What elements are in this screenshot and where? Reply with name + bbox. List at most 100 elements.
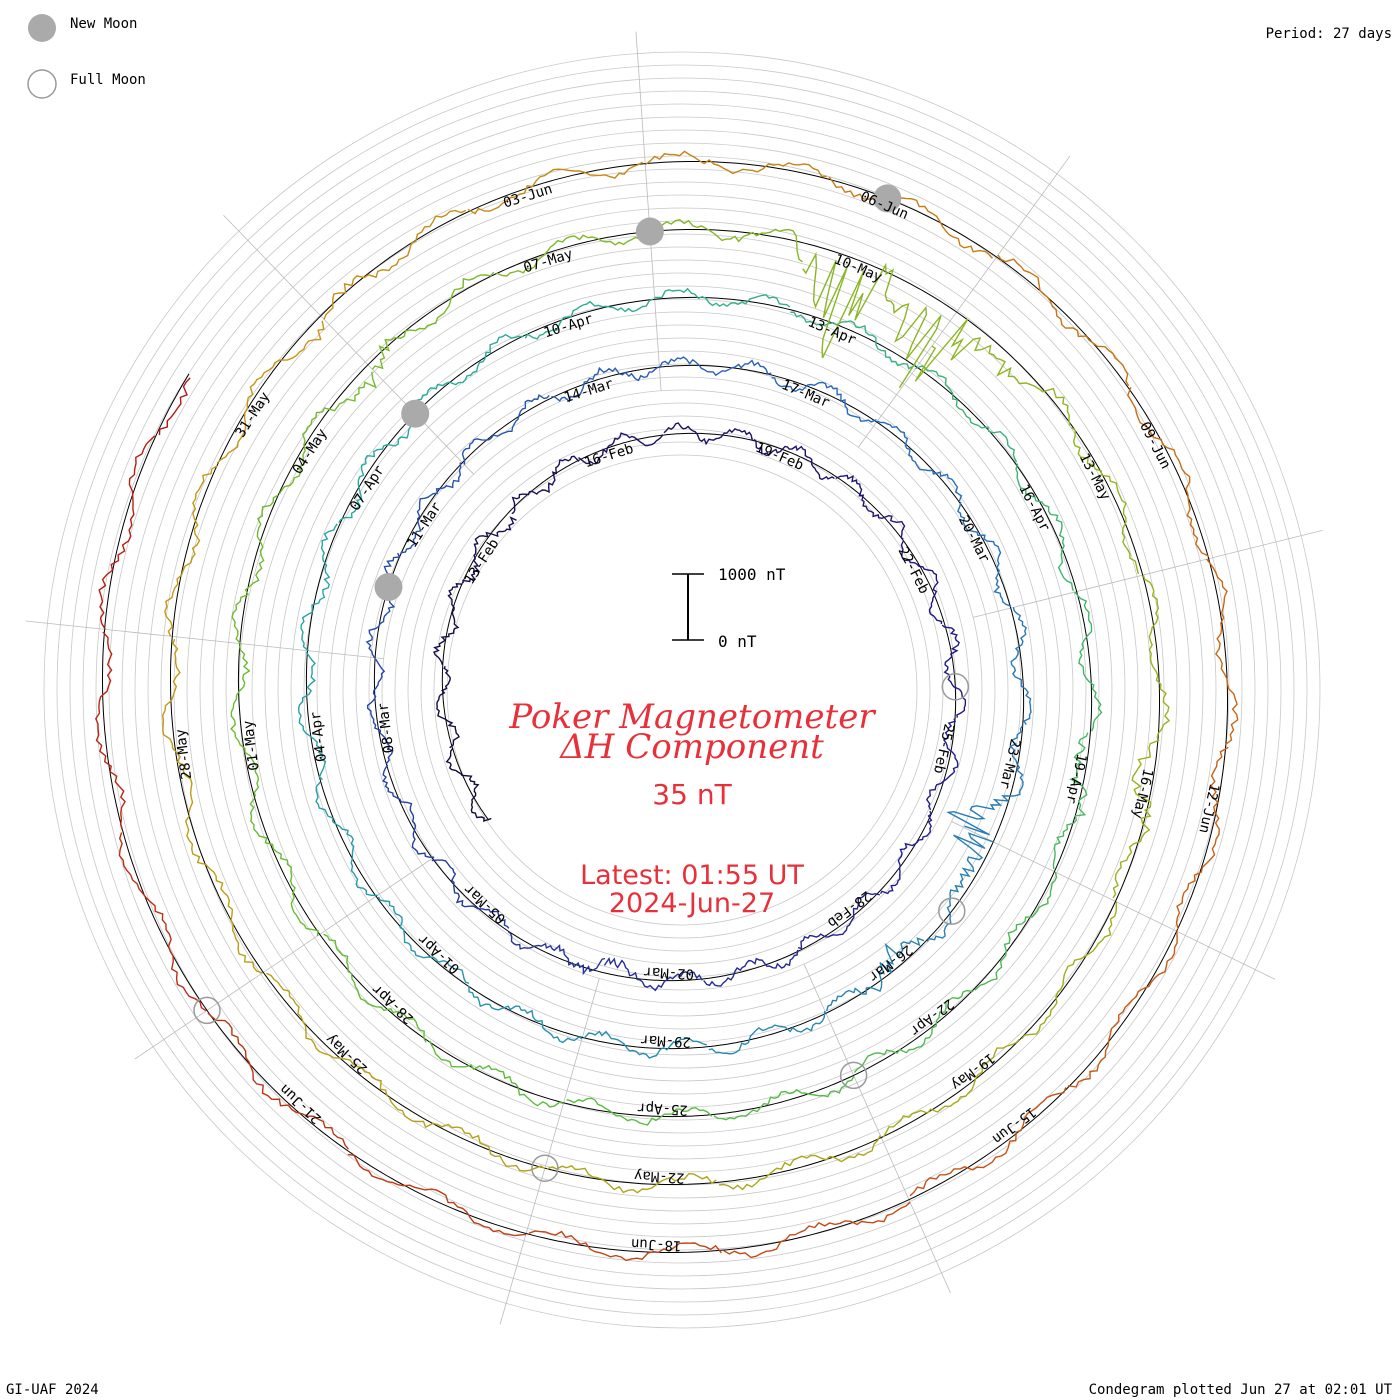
new-moon-marker: [873, 184, 902, 213]
footer-right: Condegram plotted Jun 27 at 02:01 UT: [1089, 1382, 1393, 1398]
dh-trace-segment: [900, 540, 943, 625]
grid-ring: [407, 415, 957, 965]
date-tick-label: 25-Apr: [637, 1099, 688, 1117]
dh-trace-segment: [266, 972, 388, 1097]
scale-bar-top-label: 1000 nT: [718, 565, 786, 584]
dh-trace-segment: [723, 1201, 911, 1259]
dh-trace-segment: [925, 718, 959, 811]
dh-trace-segment: [1074, 591, 1103, 732]
dh-trace-segment: [347, 1153, 526, 1237]
dh-trace-segment: [507, 931, 606, 976]
dh-trace-segment: [1015, 463, 1074, 591]
dh-trace-segment: [428, 1040, 564, 1108]
dh-trace-segment: [658, 356, 772, 377]
grid-ring: [446, 454, 918, 926]
dh-trace-segment: [1175, 746, 1229, 930]
date-tick-label: 20-Mar: [955, 513, 992, 565]
new-moon-marker: [401, 399, 430, 428]
dh-trace-segment: [338, 416, 417, 523]
dh-trace-segment: [1010, 607, 1032, 725]
dh-trace-segment: [278, 371, 377, 495]
dh-trace-segment: [546, 1164, 717, 1194]
dh-trace-segment: [835, 474, 906, 540]
grid-ring: [108, 116, 1256, 1264]
grid-ring: [121, 129, 1243, 1251]
full-moon-legend-label: Full Moon: [70, 72, 146, 88]
grid-ring: [43, 51, 1321, 1329]
grid-ring: [56, 64, 1308, 1316]
new-moon-legend-icon: [28, 14, 56, 42]
dh-trace-segment: [853, 989, 974, 1073]
trace-layer: [95, 150, 1239, 1262]
date-tick-label: 25-May: [323, 1031, 371, 1077]
grid-ring: [186, 194, 1178, 1186]
full-moon-marker: [938, 897, 966, 925]
grid-ring: [82, 90, 1282, 1290]
dh-trace-segment: [365, 552, 401, 659]
dh-trace-segment: [323, 933, 427, 1043]
date-tick-label: 16-May: [1129, 767, 1156, 820]
dh-trace-segment: [797, 892, 880, 950]
grid-ring: [433, 441, 931, 939]
dh-trace-segment: [915, 365, 1018, 463]
dh-trace-segment: [713, 1075, 855, 1121]
grid-ring: [342, 350, 1022, 1030]
dh-trace-segment: [461, 393, 550, 465]
dh-trace-segment: [377, 896, 470, 984]
scale-value: 35 nT: [652, 778, 732, 811]
dh-trace-segment: [753, 439, 835, 481]
dh-trace-segment: [300, 523, 338, 652]
dh-trace-segment: [708, 1010, 826, 1055]
dh-trace-segment: [802, 251, 942, 389]
dh-trace-segment: [703, 949, 799, 987]
latest-time: Latest: 01:55 UT: [580, 860, 804, 891]
dh-trace-segment: [1127, 386, 1210, 557]
dh-trace-segment: [118, 832, 207, 1012]
dh-trace-segment: [909, 1087, 1067, 1197]
grid-ring: [225, 233, 1139, 1147]
grid-ring: [199, 207, 1165, 1173]
date-tick-label: 04-Apr: [308, 711, 330, 763]
dh-trace-segment: [496, 232, 649, 277]
grid-ring: [69, 77, 1295, 1303]
date-tick-label: 28-Feb: [824, 887, 874, 930]
grid-spoke: [951, 821, 1276, 980]
date-tick-label: 02-Mar: [643, 963, 694, 981]
dh-trace-segment: [249, 798, 319, 936]
dh-trace-segment: [877, 420, 963, 502]
dh-trace-segment: [914, 318, 1071, 426]
grid-ring: [290, 298, 1074, 1082]
dh-trace-segment: [828, 176, 994, 259]
dh-trace-segment: [826, 937, 925, 1012]
full-moon-marker: [941, 673, 970, 701]
full-moon-legend-icon: [27, 69, 57, 99]
grid-ring: [95, 103, 1269, 1277]
grid-spoke: [635, 31, 662, 391]
dh-trace-segment: [467, 161, 643, 215]
dh-trace-segment: [566, 1097, 713, 1126]
chart-title-line2: ΔH Component: [558, 727, 824, 767]
dh-trace-segment: [997, 254, 1130, 387]
grid-ring: [316, 324, 1048, 1056]
baseline-spiral: [102, 161, 1228, 1253]
grid-ring: [355, 363, 1009, 1017]
dh-trace-segment: [382, 764, 435, 858]
date-tick-label: 16-Apr: [1015, 482, 1052, 534]
dh-trace-segment: [1142, 574, 1171, 738]
date-tick-label: 10-May: [832, 251, 885, 285]
dh-trace-segment: [216, 320, 325, 464]
date-tick-label: 01-Apr: [415, 931, 463, 977]
grid-ring: [329, 337, 1035, 1043]
dh-trace-segment: [1052, 732, 1089, 870]
grid-ring: [147, 155, 1217, 1225]
dh-trace-segment: [445, 747, 492, 822]
date-tick-label: 22-Feb: [894, 544, 931, 596]
period-label: Period: 27 days: [1266, 26, 1392, 42]
legend: New Moon Full Moon: [27, 14, 146, 99]
dh-trace-segment: [790, 311, 917, 370]
grid-spoke: [803, 963, 951, 1294]
dh-trace-segment: [578, 432, 664, 465]
dh-trace-segment: [1206, 558, 1239, 746]
chart-title-line1: Poker Magnetometer: [508, 697, 876, 737]
